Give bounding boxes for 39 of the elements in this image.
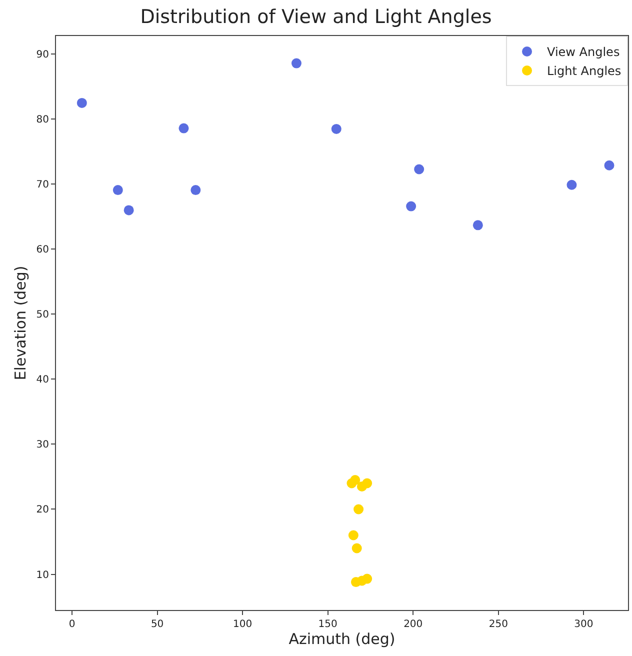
y-tick-label: 30 bbox=[36, 440, 49, 451]
x-tick-label: 150 bbox=[318, 619, 338, 630]
point bbox=[406, 201, 416, 212]
point bbox=[604, 160, 614, 170]
point bbox=[291, 58, 302, 68]
x-tick-label: 250 bbox=[488, 619, 508, 630]
point bbox=[76, 98, 87, 108]
point bbox=[352, 543, 362, 554]
x-tick-label: 300 bbox=[574, 619, 594, 630]
x-axis-title: Azimuth (deg) bbox=[288, 630, 396, 648]
point bbox=[472, 220, 483, 230]
y-tick-label: 90 bbox=[36, 50, 49, 61]
point bbox=[331, 124, 342, 134]
y-tick-label: 80 bbox=[36, 114, 49, 126]
y-tick-label: 10 bbox=[36, 570, 49, 581]
point bbox=[362, 574, 372, 584]
point bbox=[178, 123, 189, 134]
point bbox=[566, 180, 577, 190]
point bbox=[362, 478, 372, 488]
y-axis-title: Elevation (deg) bbox=[12, 266, 30, 380]
y-tick-label: 50 bbox=[36, 310, 49, 321]
x-tick-label: 0 bbox=[68, 619, 76, 630]
x-tick-label: 200 bbox=[404, 619, 423, 630]
legend-label: View Angles bbox=[547, 45, 620, 60]
legend-label: Light Angles bbox=[547, 64, 622, 78]
point bbox=[190, 185, 201, 196]
point bbox=[124, 205, 134, 216]
point bbox=[354, 504, 364, 514]
y-tick-label: 70 bbox=[36, 180, 49, 191]
x-tick-label: 50 bbox=[150, 619, 164, 630]
point bbox=[350, 474, 360, 485]
y-tick-label: 40 bbox=[36, 374, 49, 386]
x-tick-label: 100 bbox=[233, 619, 252, 630]
y-tick-label: 20 bbox=[36, 504, 49, 516]
point bbox=[348, 530, 358, 540]
point bbox=[414, 164, 424, 174]
chart-title: Distribution of View and Light Angles bbox=[140, 6, 492, 28]
y-tick-label: 60 bbox=[36, 244, 49, 256]
point bbox=[112, 185, 123, 196]
